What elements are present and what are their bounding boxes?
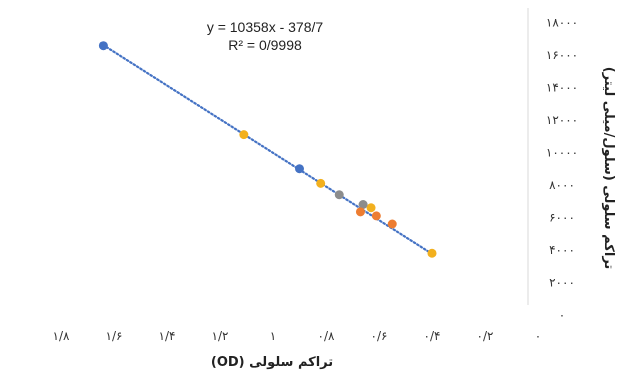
x-tick-label: ۰/۸: [318, 329, 335, 343]
y-tick-label: ۸۰۰۰: [549, 178, 575, 192]
x-tick-label: ۱/۴: [159, 329, 176, 343]
data-point-1-1: [316, 178, 326, 188]
x-tick-label: ۱: [270, 329, 276, 343]
y-axis-title: تراکم سلولی (سلول/میلی لیتر): [601, 67, 616, 270]
y-tick-label: ۱۶۰۰۰: [546, 48, 578, 62]
data-point-0-0: [98, 41, 108, 51]
y-axis-ticks: ۰ ۲۰۰۰ ۴۰۰۰ ۶۰۰۰ ۸۰۰۰ ۱۰۰۰۰ ۱۲۰۰۰ ۱۴۰۰۰ ۱۶۰۰۰ ۱۸۰…: [546, 16, 578, 323]
data-point-2-0: [334, 190, 344, 200]
y-tick-label: ۶۰۰۰: [549, 211, 575, 225]
x-axis-title: تراکم سلولی (OD): [211, 355, 333, 370]
y-tick-label: ۱۲۰۰۰: [546, 113, 578, 127]
y-tick-label: ۲۰۰۰: [549, 276, 575, 290]
x-axis-ticks: ۱/۸ ۱/۶ ۱/۴ ۱/۲ ۱ ۰/۸ ۰/۶ ۰/۴ ۰/۲ ۰: [53, 329, 542, 343]
data-point-1-3: [427, 248, 437, 258]
data-points: [98, 41, 437, 258]
y-tick-label: ۱۴۰۰۰: [546, 81, 578, 95]
x-tick-label: ۱/۲: [212, 329, 229, 343]
data-point-2-1: [358, 200, 368, 209]
r-squared-label: R² = 0/9998: [228, 37, 302, 53]
x-tick-label: ۱/۸: [53, 329, 70, 343]
y-tick-label: ۱۰۰۰۰: [546, 146, 578, 160]
data-point-3-0: [355, 207, 365, 217]
data-point-3-1: [371, 211, 381, 221]
x-tick-label: ۰: [535, 329, 541, 343]
x-tick-label: ۰/۴: [424, 329, 441, 343]
data-point-1-0: [239, 130, 249, 140]
x-tick-label: ۰/۲: [477, 329, 494, 343]
data-point-3-2: [387, 219, 397, 229]
x-tick-label: ۱/۶: [106, 329, 123, 343]
x-tick-label: ۰/۶: [371, 329, 388, 343]
y-tick-label: ۱۸۰۰۰: [546, 16, 578, 30]
data-point-0-1: [295, 164, 304, 174]
y-tick-label: ۴۰۰۰: [549, 243, 575, 257]
y-tick-label: ۰: [559, 308, 565, 322]
data-point-1-2: [366, 203, 376, 213]
trendline-equation: y = 10358x - 378/7: [207, 19, 324, 35]
